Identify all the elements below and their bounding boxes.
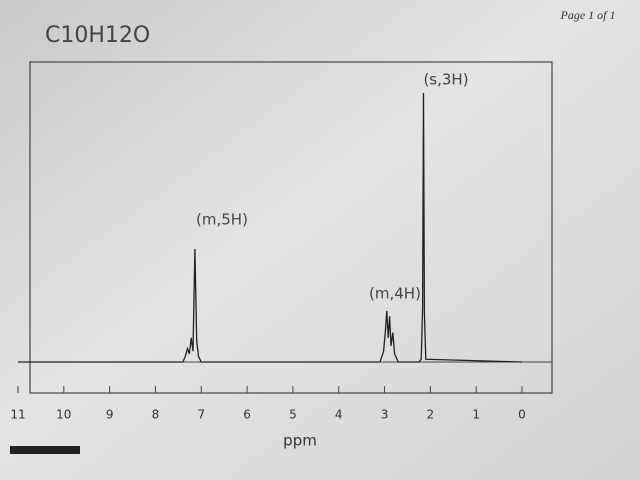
page-label: Page 1 of 1 bbox=[560, 8, 616, 22]
spectrum-line bbox=[18, 92, 523, 363]
x-tick-label: 1 bbox=[472, 408, 480, 422]
x-tick-label: 6 bbox=[243, 408, 251, 422]
x-tick-label: 2 bbox=[427, 408, 435, 422]
annotation: (m,4H) bbox=[369, 285, 421, 303]
x-tick-label: 4 bbox=[335, 408, 343, 422]
redaction bbox=[10, 446, 80, 454]
plot-frame bbox=[29, 61, 553, 394]
x-tick-label: 11 bbox=[10, 408, 25, 422]
x-tick-label: 10 bbox=[56, 408, 71, 422]
formula: C10H12O bbox=[45, 23, 150, 48]
x-tick-label: 9 bbox=[106, 408, 114, 422]
x-tick-label: 8 bbox=[152, 408, 160, 422]
x-tick-label: 3 bbox=[381, 408, 389, 422]
annotation: (s,3H) bbox=[423, 71, 468, 89]
x-axis-label: ppm bbox=[283, 432, 317, 450]
x-tick-label: 5 bbox=[289, 408, 297, 422]
x-tick-label: 0 bbox=[518, 408, 526, 422]
annotation: (m,5H) bbox=[196, 211, 248, 229]
x-tick-label: 7 bbox=[197, 408, 205, 422]
